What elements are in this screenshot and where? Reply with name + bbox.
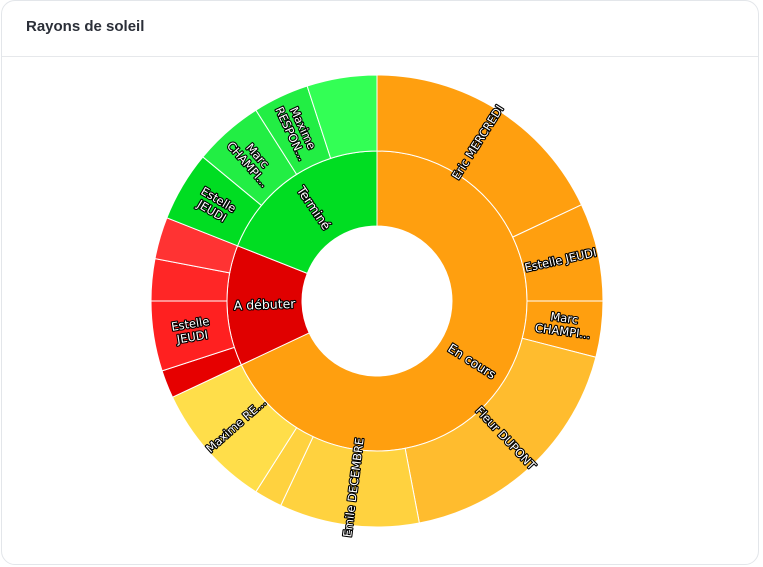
sunburst-label-marc-champi: MarcCHAMPI... xyxy=(534,308,593,342)
card-title: Rayons de soleil xyxy=(26,18,145,35)
sunburst-segment-termine-part-3[interactable] xyxy=(306,74,378,159)
sunburst-label-estelle-jeudi: EstelleJEUDI xyxy=(170,314,212,347)
card-header: Rayons de soleil xyxy=(2,1,758,57)
chart-area: En cours Eric MERCREDI Estelle JEUDI MarcCH… xyxy=(2,57,759,565)
sunburst-label-a-debuter: A débuter xyxy=(233,296,296,313)
